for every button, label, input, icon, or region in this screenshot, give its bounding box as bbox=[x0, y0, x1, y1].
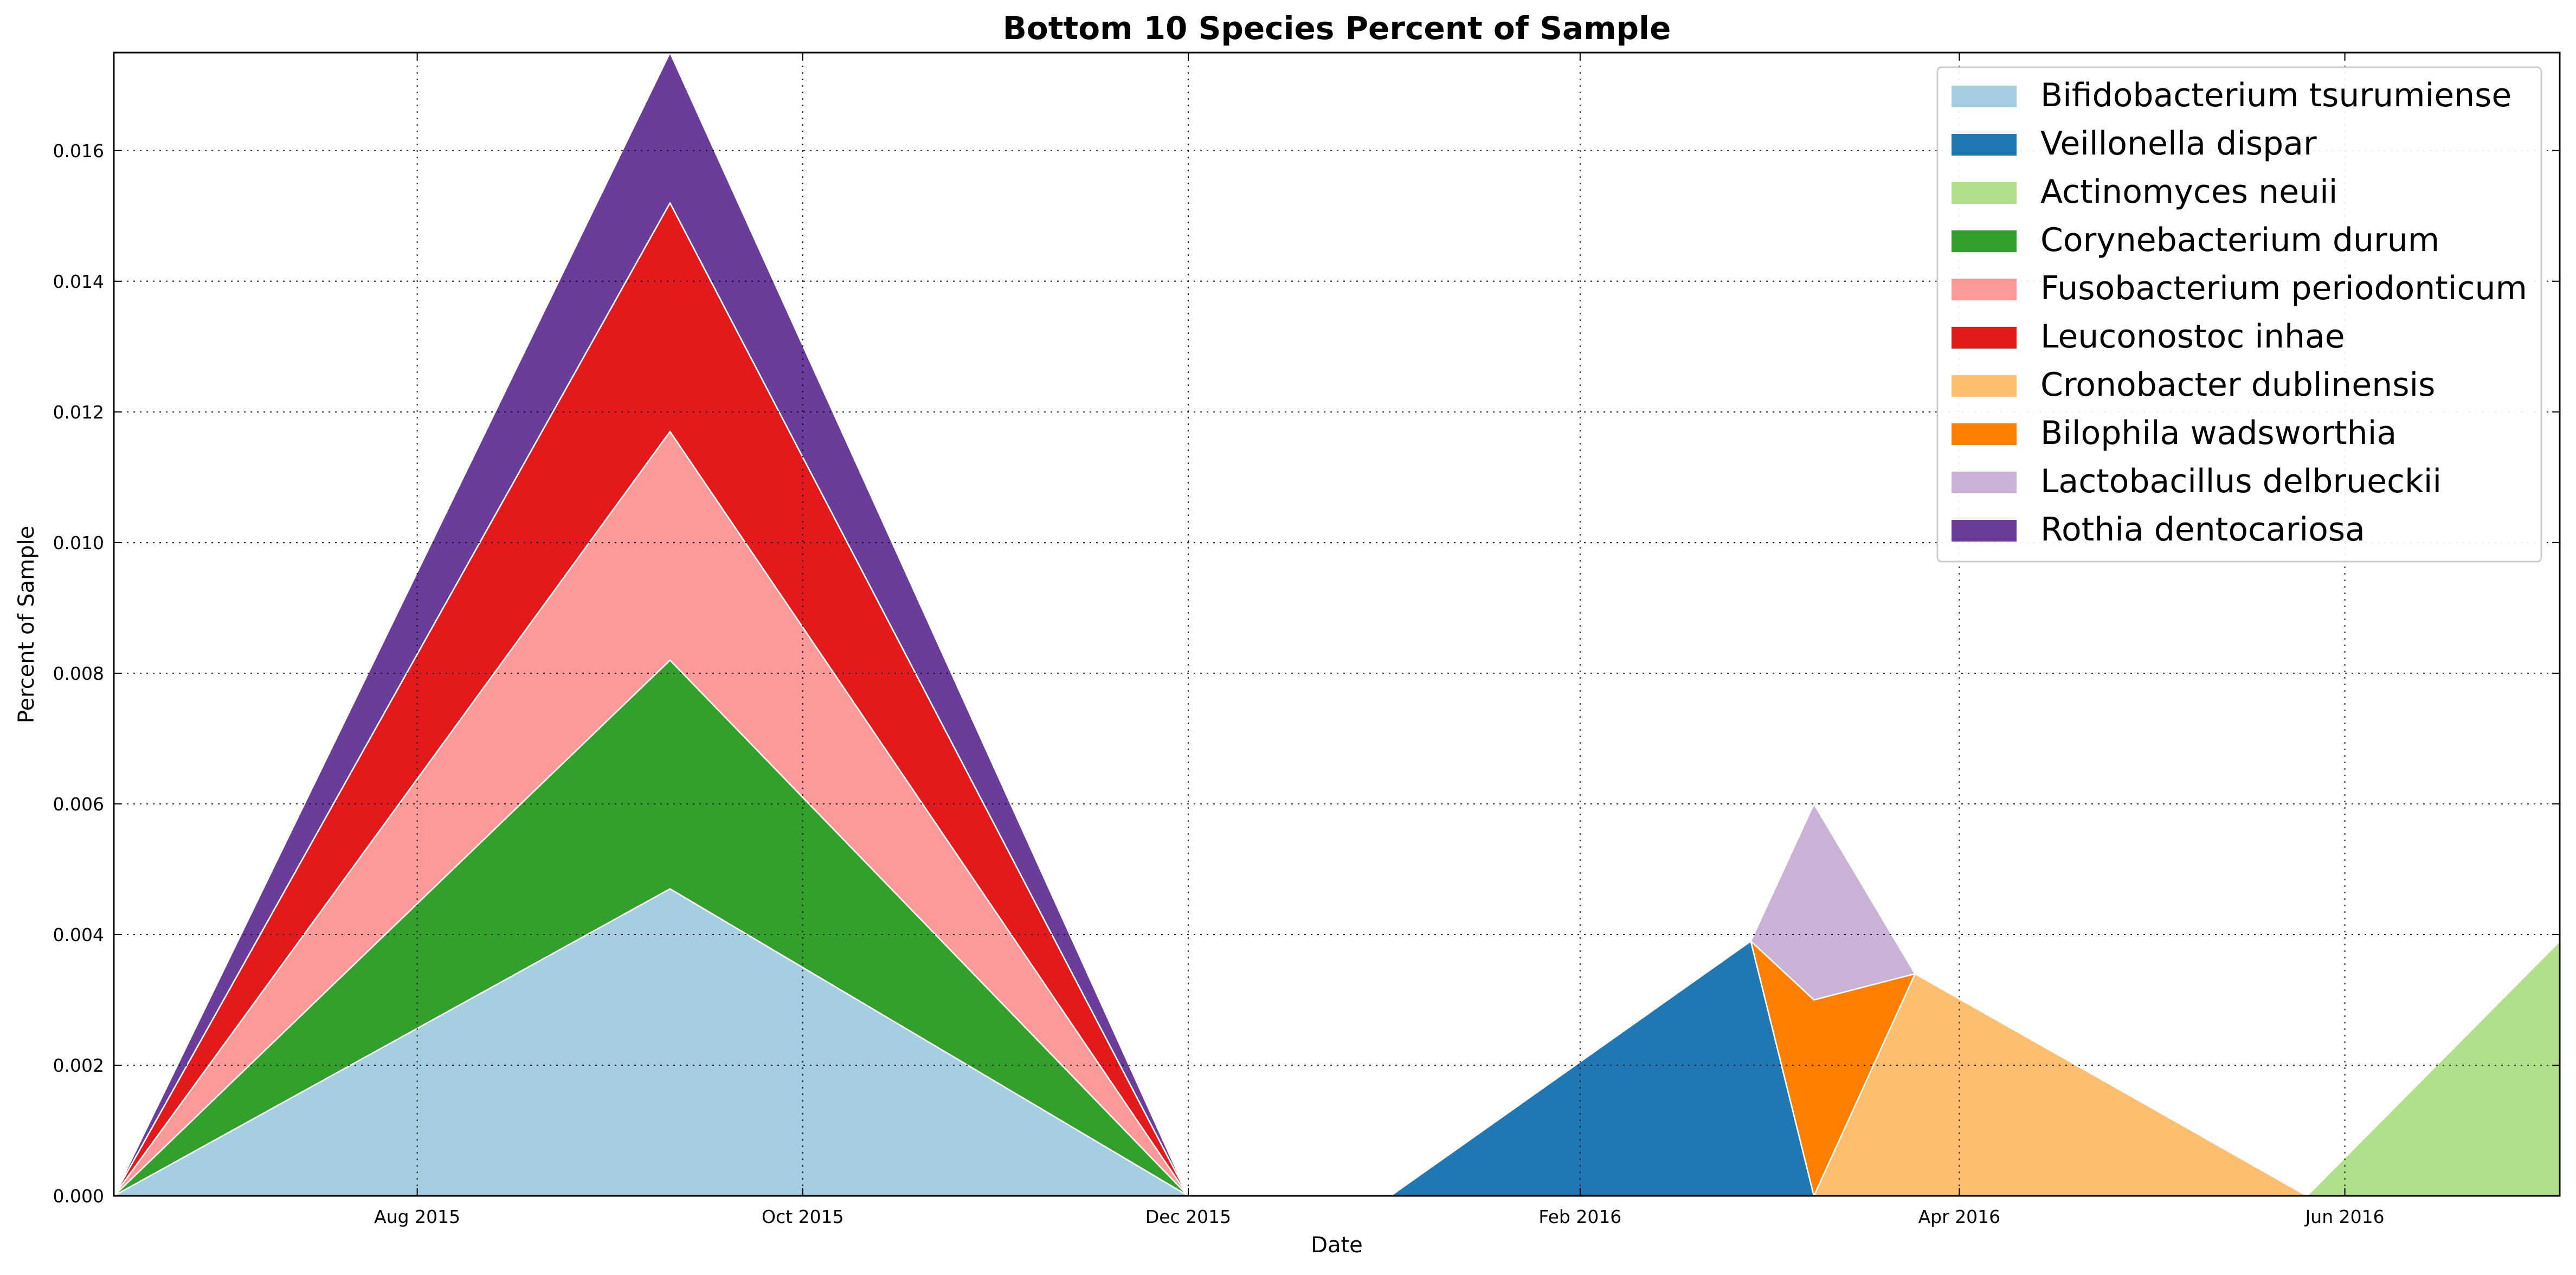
y-tick-label: 0.004 bbox=[53, 924, 104, 945]
legend-label-3: Corynebacterium durum bbox=[2040, 221, 2439, 259]
legend-label-9: Rothia dentocariosa bbox=[2040, 511, 2365, 549]
y-tick-label: 0.002 bbox=[53, 1055, 104, 1076]
legend-box bbox=[1936, 66, 2542, 563]
legend-swatch-7 bbox=[1952, 423, 2017, 445]
legend-label-6: Cronobacter dublinensis bbox=[2040, 366, 2435, 404]
legend-label-5: Leuconostoc inhae bbox=[2040, 318, 2345, 356]
legend-swatch-2 bbox=[1952, 182, 2017, 204]
x-tick-label: Apr 2016 bbox=[1918, 1206, 2001, 1227]
legend-swatch-9 bbox=[1952, 520, 2017, 542]
y-tick-label: 0.000 bbox=[53, 1186, 104, 1207]
chart-title: Bottom 10 Species Percent of Sample bbox=[1003, 10, 1671, 47]
legend-swatch-3 bbox=[1952, 230, 2017, 252]
legend-swatch-1 bbox=[1952, 134, 2017, 156]
x-tick-label: Jun 2016 bbox=[2304, 1206, 2385, 1227]
ticks-layer: 0.000 0.002 0.004 0.006 0.008 0.010 0.012 0.014… bbox=[53, 53, 2560, 1227]
x-axis-label: Date bbox=[1311, 1233, 1363, 1258]
legend: Bifidobacterium tsurumiense Veillonella d… bbox=[1936, 66, 2542, 563]
legend-label-4: Fusobacterium periodonticum bbox=[2040, 269, 2527, 307]
x-tick-label: Aug 2015 bbox=[374, 1206, 460, 1227]
y-tick-label: 0.016 bbox=[53, 140, 104, 162]
x-tick-label: Feb 2016 bbox=[1538, 1206, 1621, 1227]
y-axis-label: Percent of Sample bbox=[14, 526, 39, 723]
legend-label-7: Bilophila wadsworthia bbox=[2040, 414, 2397, 452]
legend-label-2: Actinomyces neuii bbox=[2040, 173, 2337, 211]
plot-frame bbox=[113, 51, 2561, 1197]
legend-swatch-8 bbox=[1952, 472, 2017, 493]
x-tick-label: Oct 2015 bbox=[762, 1206, 844, 1227]
legend-swatch-5 bbox=[1952, 327, 2017, 349]
x-tick-label: Dec 2015 bbox=[1145, 1206, 1231, 1227]
legend-label-8: Lactobacillus delbrueckii bbox=[2040, 462, 2442, 500]
legend-label-1: Veillonella dispar bbox=[2040, 125, 2317, 163]
legend-swatch-6 bbox=[1952, 375, 2017, 397]
legend-swatch-4 bbox=[1952, 279, 2017, 300]
grid-layer bbox=[114, 53, 2560, 1196]
y-tick-label: 0.006 bbox=[53, 794, 104, 815]
legend-swatch-0 bbox=[1952, 86, 2017, 107]
y-tick-label: 0.008 bbox=[53, 663, 104, 684]
y-tick-label: 0.012 bbox=[53, 402, 104, 423]
y-tick-label: 0.014 bbox=[53, 271, 104, 292]
legend-label-0: Bifidobacterium tsurumiense bbox=[2040, 76, 2511, 114]
y-tick-label: 0.010 bbox=[53, 532, 104, 553]
